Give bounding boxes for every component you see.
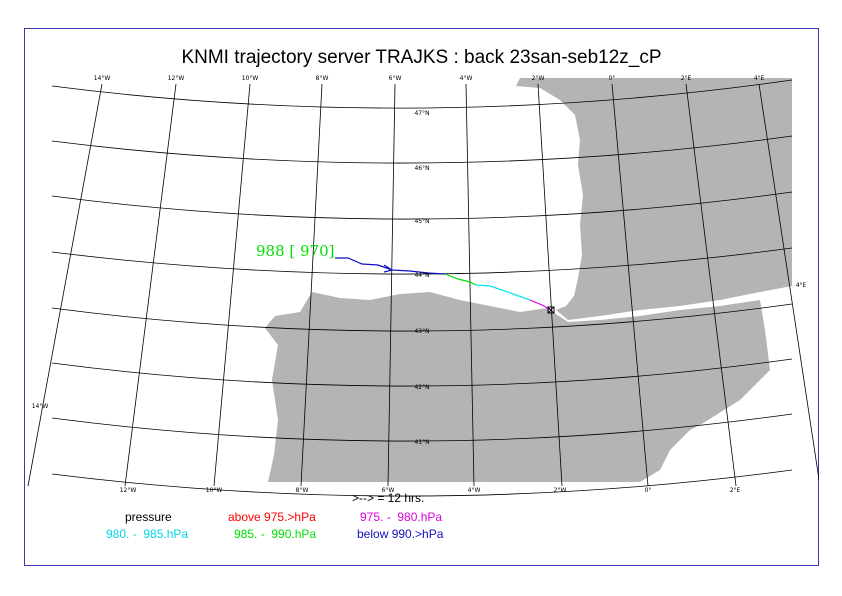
meridian-line bbox=[611, 83, 649, 487]
lat-label: 44°N bbox=[414, 272, 429, 279]
bottom-lon-label: 0° bbox=[645, 487, 652, 494]
parallel-line bbox=[51, 135, 793, 164]
trajectory-segment-below-990 bbox=[335, 257, 446, 275]
top-lon-label: 6°W bbox=[389, 75, 402, 82]
left-edge-lon-label: 14°W bbox=[32, 403, 49, 410]
top-lon-label: 10°W bbox=[242, 75, 259, 82]
lat-label: 45°N bbox=[414, 218, 429, 225]
top-lon-label: 0° bbox=[609, 75, 616, 82]
bottom-lon-label: 12°W bbox=[120, 487, 137, 494]
lat-label: 42°N bbox=[414, 384, 429, 391]
bottom-lon-label: 10°W bbox=[206, 487, 223, 494]
meridian-line bbox=[685, 83, 737, 487]
arrow-interval-note: >--> = 12 hrs. bbox=[352, 491, 425, 505]
parallel-line bbox=[51, 79, 793, 109]
lat-label: 41°N bbox=[414, 439, 429, 446]
meridian-line bbox=[537, 83, 563, 487]
top-lon-label: 4°W bbox=[460, 75, 473, 82]
land-france bbox=[516, 78, 792, 320]
top-lon-label: 2°E bbox=[681, 75, 692, 82]
meridian-line bbox=[387, 83, 396, 487]
bottom-lon-label: 2°E bbox=[730, 487, 741, 494]
parallel-line bbox=[51, 358, 793, 387]
land-iberia bbox=[265, 292, 770, 482]
trajectory-path bbox=[335, 257, 555, 314]
parallel-line bbox=[51, 469, 793, 497]
trajectory-start-label: 988 [ 970] bbox=[256, 242, 335, 260]
trajectory-segment-985-990 bbox=[444, 273, 477, 286]
bottom-lon-label: 8°W bbox=[296, 487, 309, 494]
trajectory-segment-980-985 bbox=[475, 284, 531, 301]
top-lon-label: 12°W bbox=[168, 75, 185, 82]
parallel-line bbox=[51, 413, 793, 442]
lat-label: 46°N bbox=[414, 165, 429, 172]
lat-label: 43°N bbox=[414, 328, 429, 335]
parallel-line bbox=[51, 303, 793, 332]
top-lon-label: 2°W bbox=[532, 75, 545, 82]
top-lon-label: 14°W bbox=[94, 75, 111, 82]
meridian-line bbox=[27, 83, 103, 487]
meridian-line bbox=[213, 83, 251, 487]
bottom-lon-label: 6°W bbox=[382, 487, 395, 494]
parallel-line bbox=[51, 247, 793, 275]
land-mass bbox=[265, 78, 792, 482]
meridian-line bbox=[465, 83, 475, 487]
bottom-lon-label: 2°W bbox=[554, 487, 567, 494]
right-edge-lon-label: 4°E bbox=[796, 282, 807, 289]
meridian-line bbox=[300, 83, 323, 487]
page-title: KNMI trajectory server TRAJKS : back 23s… bbox=[181, 47, 662, 68]
graticule bbox=[27, 79, 819, 497]
top-lon-label: 8°W bbox=[316, 75, 329, 82]
top-lon-label: 4°E bbox=[754, 75, 765, 82]
trajectory-arrow bbox=[383, 264, 394, 273]
figure-frame bbox=[24, 28, 819, 566]
meridian-line bbox=[124, 83, 177, 487]
bottom-lon-label: 4°W bbox=[468, 487, 481, 494]
trajectory-endpoint-marker bbox=[547, 306, 555, 314]
meridian-line bbox=[758, 83, 819, 483]
lat-label: 47°N bbox=[414, 110, 429, 117]
parallel-line bbox=[51, 191, 793, 220]
